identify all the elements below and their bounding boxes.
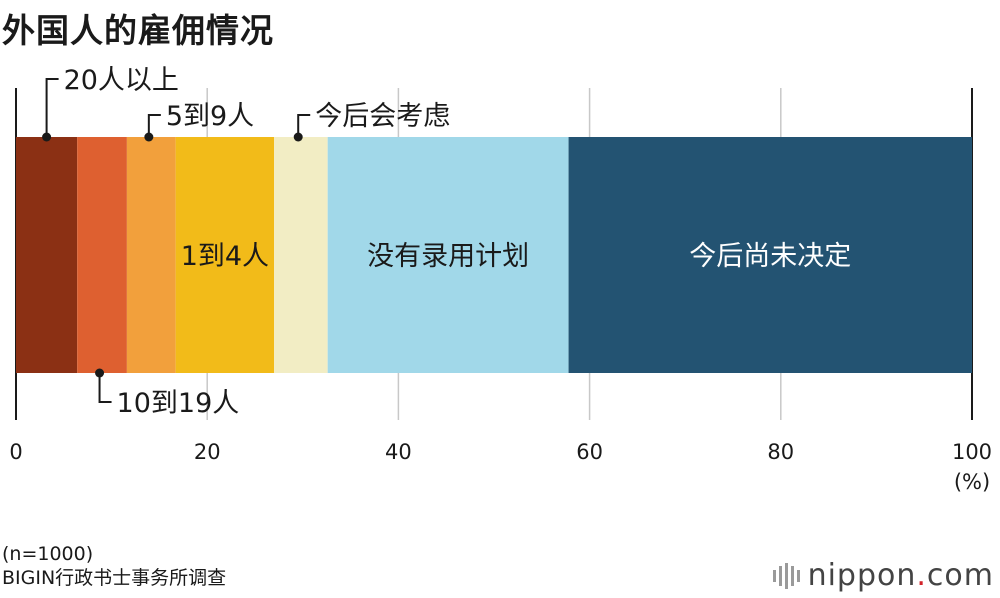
x-tick-label: 60	[576, 440, 603, 464]
bar-segment	[274, 137, 328, 373]
callout-label: 10到19人	[117, 388, 240, 419]
callout-leader	[98, 373, 112, 403]
x-tick-label: 20	[194, 440, 221, 464]
bar-segment	[16, 137, 78, 373]
callout-label: 5到9人	[166, 101, 254, 132]
logo-suffix: com	[926, 558, 994, 593]
segment-label: 1到4人	[181, 241, 269, 272]
segment-label: 没有录用计划	[367, 241, 529, 272]
callout-label: 今后会考虑	[315, 101, 450, 132]
logo-text: nippon	[807, 558, 917, 593]
segment-label: 今后尚未决定	[689, 241, 851, 272]
bar-segment	[327, 137, 569, 373]
bar-segment	[77, 137, 127, 373]
x-tick-label: 100	[952, 440, 992, 464]
callout-label: 20人以上	[64, 65, 179, 96]
x-tick-label: 40	[385, 440, 412, 464]
callout-leader	[147, 114, 161, 137]
sample-size-note: (n=1000)	[2, 543, 94, 565]
bar-segment	[568, 137, 972, 373]
bar-segments	[16, 137, 972, 373]
callout-leader	[297, 114, 311, 137]
chart-title: 外国人的雇佣情况	[2, 11, 274, 50]
bar-segment	[175, 137, 275, 373]
source-note: BIGIN行政书士事务所调查	[2, 567, 227, 589]
logo-bars-icon	[772, 562, 800, 589]
bar-segment	[126, 137, 176, 373]
x-axis-unit: (%)	[954, 470, 990, 494]
nippon-logo: nippon. com	[772, 558, 994, 593]
x-tick-label: 0	[9, 440, 22, 464]
callout-leader	[45, 78, 59, 137]
x-tick-label: 80	[767, 440, 794, 464]
x-axis-ticks: 0 20 40 60 80 100	[9, 440, 992, 464]
logo-dot: .	[916, 558, 927, 593]
